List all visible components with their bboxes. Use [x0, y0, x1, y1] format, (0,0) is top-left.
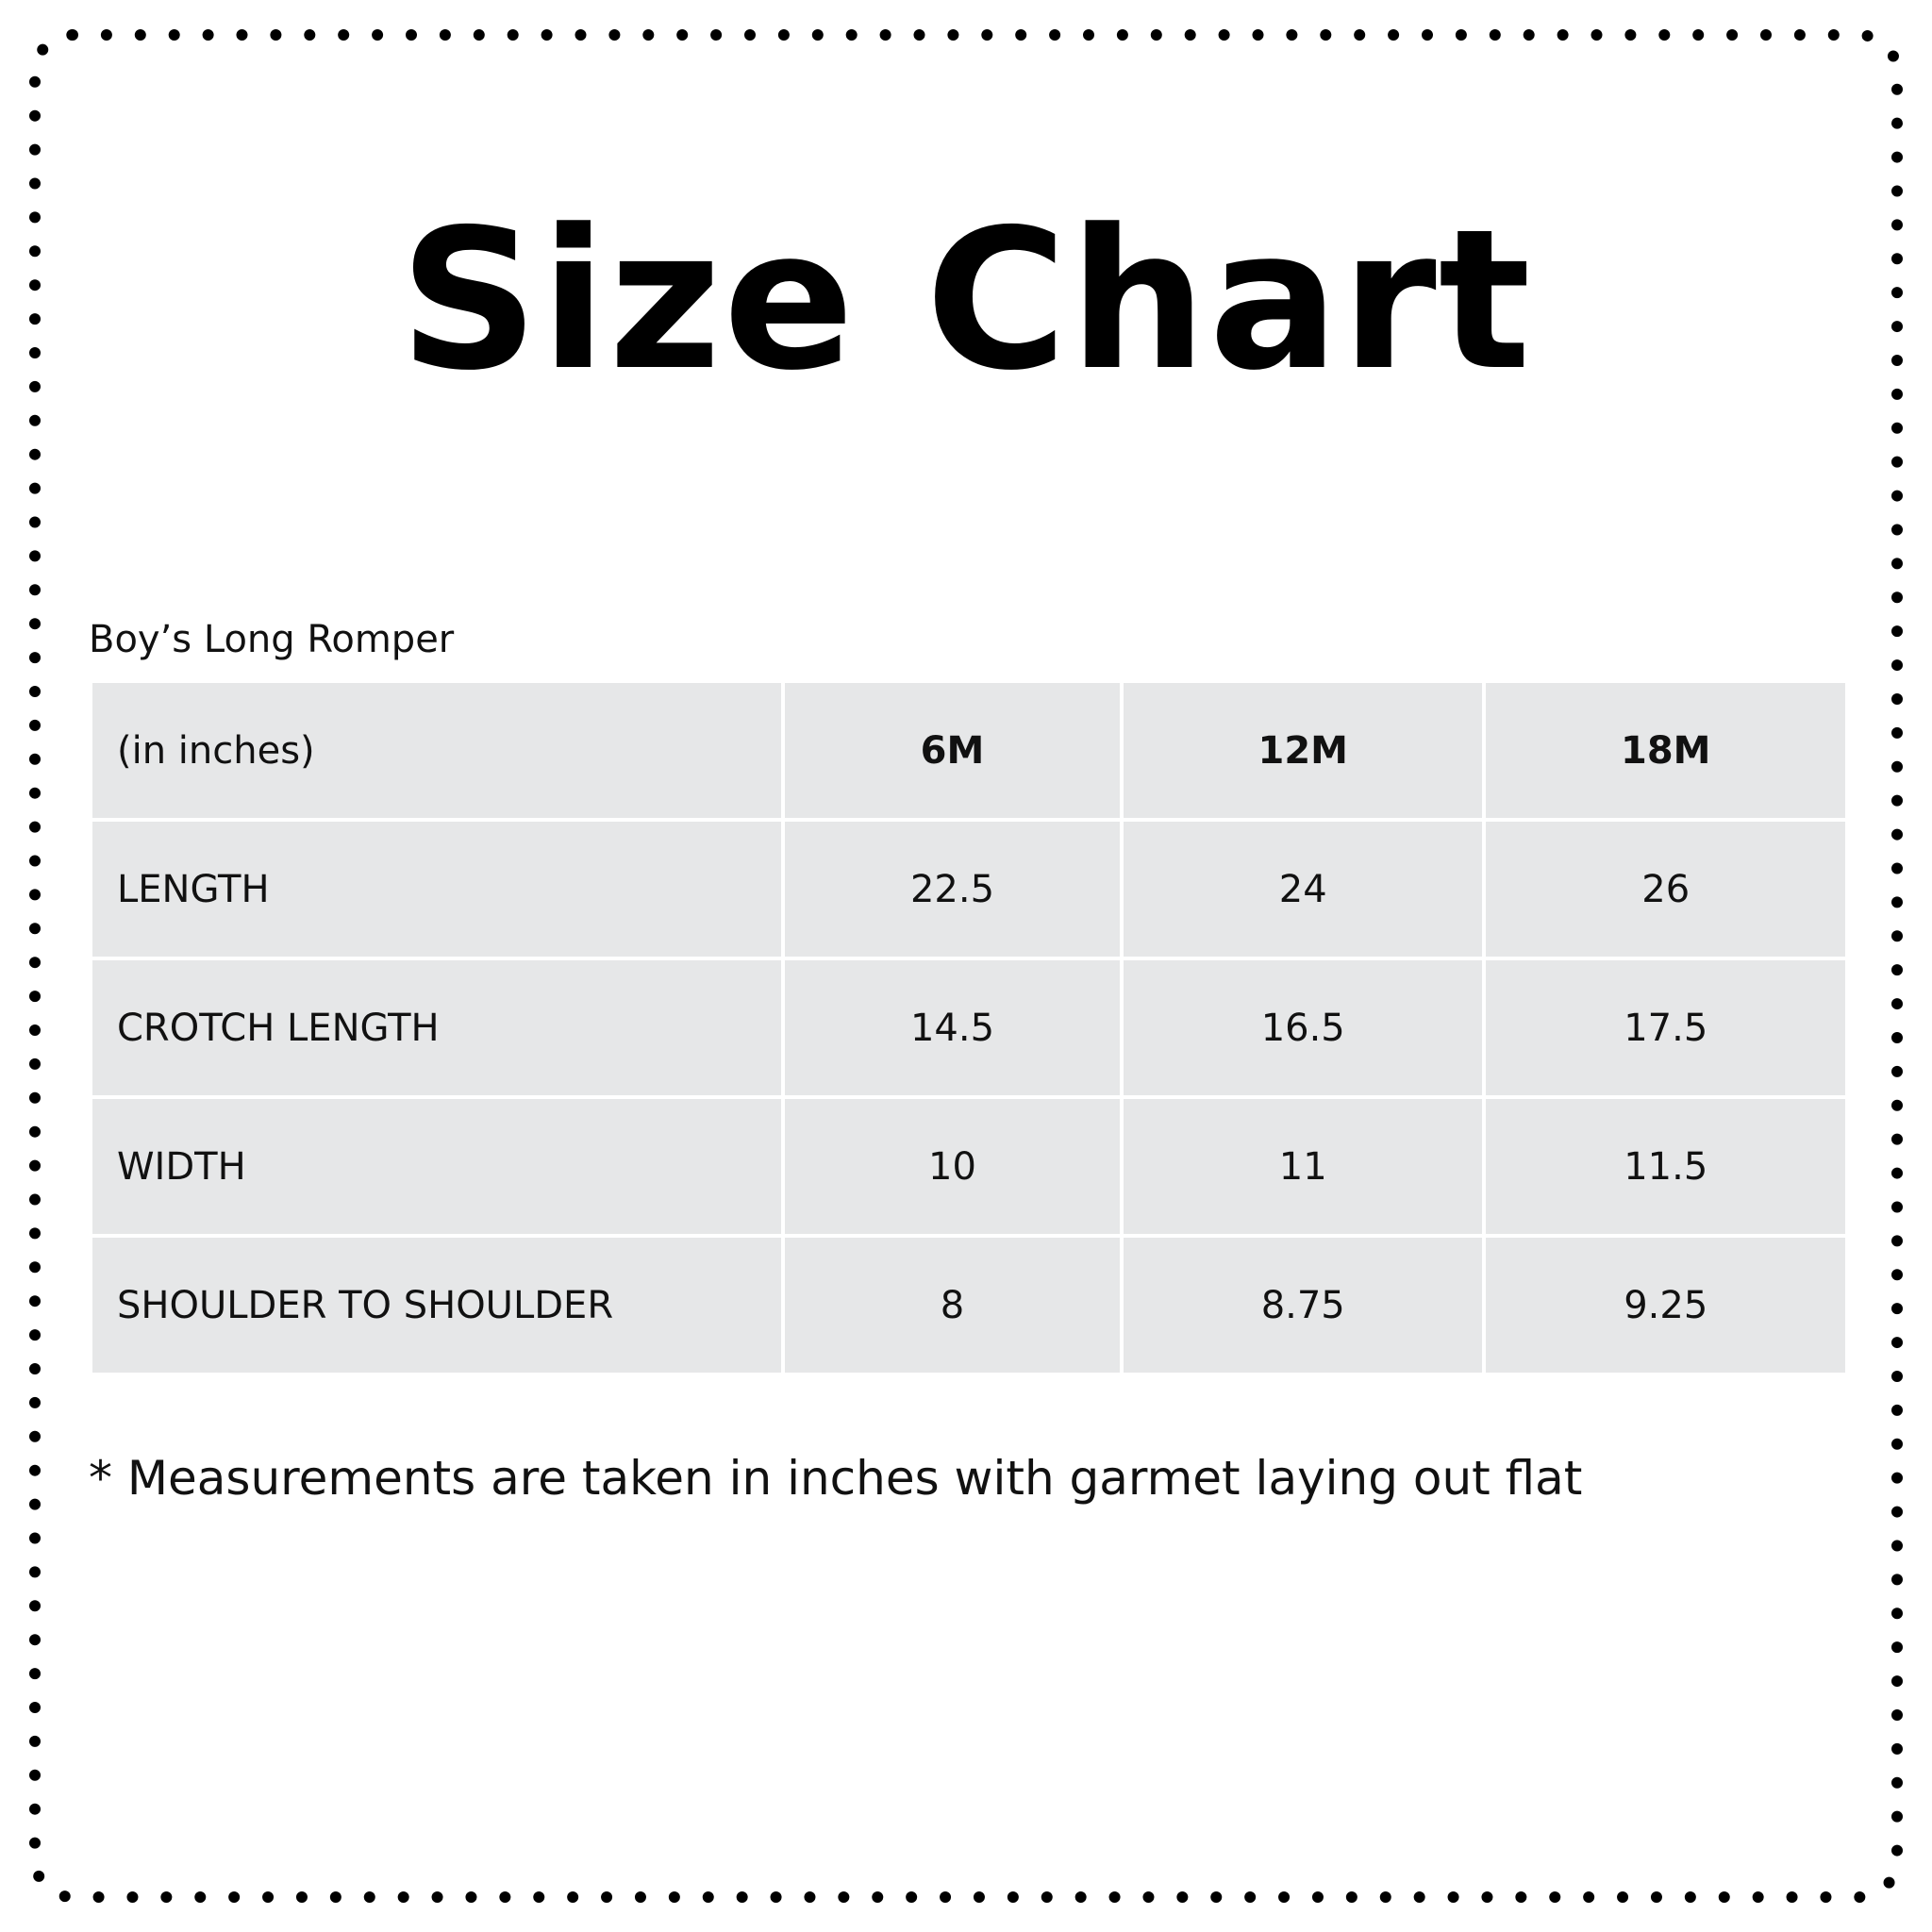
measurement-label: CROTCH LENGTH: [92, 960, 781, 1095]
table-row: LENGTH 22.5 24 26: [92, 822, 1845, 957]
size-header: 18M: [1486, 683, 1845, 818]
size-header: 6M: [785, 683, 1120, 818]
measurement-value: 11.5: [1486, 1099, 1845, 1234]
measurement-value: 26: [1486, 822, 1845, 957]
size-table: (in inches) 6M 12M 18M LENGTH 22.5 24 26 CROTCH …: [89, 679, 1849, 1376]
measurement-value: 22.5: [785, 822, 1120, 957]
measurement-value: 8.75: [1123, 1238, 1483, 1373]
measurement-note: * Measurements are taken in inches with …: [89, 1451, 1583, 1506]
measurement-value: 9.25: [1486, 1238, 1845, 1373]
measurement-label: LENGTH: [92, 822, 781, 957]
measurement-value: 17.5: [1486, 960, 1845, 1095]
measurement-value: 16.5: [1123, 960, 1483, 1095]
measurement-label: SHOULDER TO SHOULDER: [92, 1238, 781, 1373]
measurement-value: 11: [1123, 1099, 1483, 1234]
measurement-value: 8: [785, 1238, 1120, 1373]
table-row: CROTCH LENGTH 14.5 16.5 17.5: [92, 960, 1845, 1095]
page-title: Size Chart: [399, 189, 1533, 413]
table-row: WIDTH 10 11 11.5: [92, 1099, 1845, 1234]
table-row: SHOULDER TO SHOULDER 8 8.75 9.25: [92, 1238, 1845, 1373]
measurement-value: 14.5: [785, 960, 1120, 1095]
measurement-value: 24: [1123, 822, 1483, 957]
product-name: Boy’s Long Romper: [89, 618, 455, 661]
table-header-row: (in inches) 6M 12M 18M: [92, 683, 1845, 818]
measurement-label: WIDTH: [92, 1099, 781, 1234]
measurement-value: 10: [785, 1099, 1120, 1234]
unit-label: (in inches): [92, 683, 781, 818]
size-header: 12M: [1123, 683, 1483, 818]
